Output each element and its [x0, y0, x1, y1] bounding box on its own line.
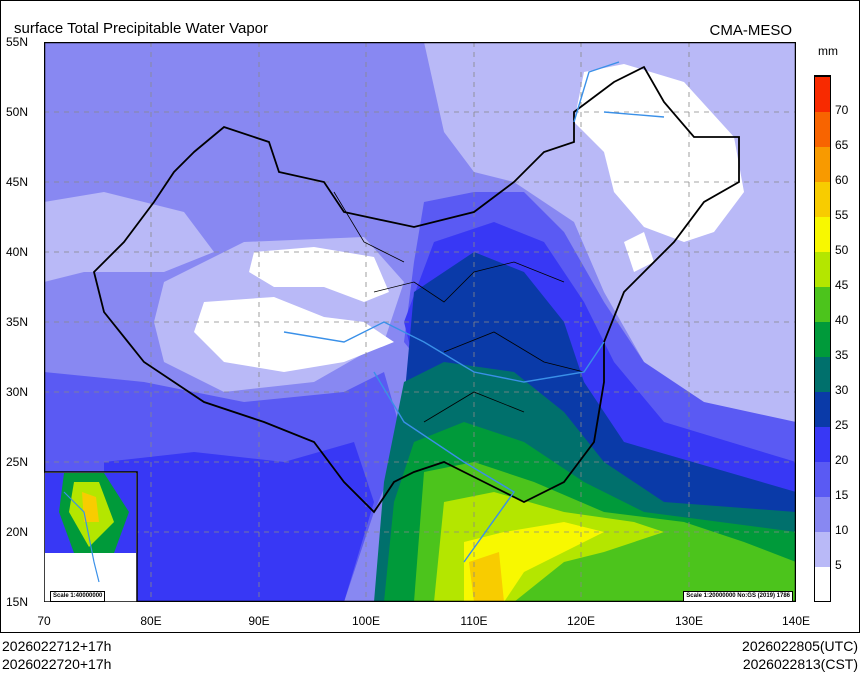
colorbar-label: 20	[835, 453, 849, 467]
lat-label: 25N	[6, 455, 29, 469]
colorbar-unit: mm	[818, 44, 838, 58]
map-plot: Scale 1:40000000 Scale 1:20000000 No:GS …	[43, 41, 797, 603]
lat-label: 20N	[6, 525, 29, 539]
lon-label: 80E	[140, 614, 162, 628]
lat-label: 15N	[6, 595, 29, 609]
grid-lines	[44, 42, 796, 602]
lon-label: 140E	[781, 614, 811, 628]
colorbar-segment	[815, 391, 830, 427]
colorbar-segment	[815, 566, 830, 601]
colorbar-segment	[815, 216, 830, 252]
colorbar-segment	[815, 531, 830, 567]
map-title: surface Total Precipitable Water Vapor	[14, 20, 269, 37]
lat-label: 55N	[6, 35, 29, 49]
lon-label: 70	[37, 614, 51, 628]
field-55-60	[469, 552, 504, 602]
inset-scale-label: Scale 1:40000000	[50, 591, 106, 602]
valid-time-utc: 2026022805(UTC)	[742, 638, 858, 654]
colorbar-label: 55	[835, 208, 849, 222]
colorbar-label: 15	[835, 488, 849, 502]
init-time-cst: 2026022720+17h	[2, 656, 112, 672]
lon-label: 110E	[460, 614, 488, 628]
lat-label: 30N	[6, 385, 29, 399]
colorbar-segment	[815, 111, 830, 147]
model-name: CMA-MESO	[709, 22, 793, 39]
field-lt5-qaidam	[249, 247, 389, 302]
colorbar-segment	[815, 286, 830, 322]
colorbar-segment	[815, 426, 830, 462]
colorbar-segment	[815, 76, 830, 112]
colorbar-label: 10	[835, 523, 849, 537]
colorbar-label: 70	[835, 103, 849, 117]
lat-label: 50N	[6, 105, 29, 119]
precipitable-water-map	[43, 41, 797, 603]
south-china-sea-inset	[43, 471, 138, 603]
init-time-utc: 2026022712+17h	[2, 638, 112, 654]
colorbar-label: 25	[835, 418, 849, 432]
colorbar-segment	[815, 321, 830, 357]
colorbar-label: 5	[835, 558, 842, 572]
plot-border	[43, 41, 797, 603]
lat-label: 45N	[6, 175, 29, 189]
colorbar-label: 30	[835, 383, 849, 397]
field-20-25-southwest	[104, 442, 374, 602]
colorbar-label: 45	[835, 278, 849, 292]
colorbar-segment	[815, 496, 830, 532]
rivers	[283, 61, 665, 563]
map-scale-label: Scale 1:20000000 No:GS (2019) 1786	[683, 591, 793, 602]
colorbar-label: 40	[835, 313, 849, 327]
colorbar-label: 50	[835, 243, 849, 257]
colorbar-label: 65	[835, 138, 849, 152]
colorbar-segment	[815, 251, 830, 287]
field-lt5-tibet	[194, 297, 394, 372]
colorbar-segment	[815, 356, 830, 392]
lat-label: 35N	[6, 315, 29, 329]
lon-label: 130E	[674, 614, 704, 628]
lon-label: 100E	[351, 614, 381, 628]
colorbar-label: 60	[835, 173, 849, 187]
province-borders	[333, 191, 585, 423]
field-lt5-liaodong	[624, 232, 654, 272]
colorbar-segment	[815, 181, 830, 217]
lon-label: 90E	[248, 614, 270, 628]
lon-label: 120E	[566, 614, 596, 628]
colorbar-segment	[815, 146, 830, 182]
china-border	[93, 65, 740, 514]
colorbar-segment	[815, 461, 830, 497]
lat-label: 40N	[6, 245, 29, 259]
valid-time-cst: 2026022813(CST)	[742, 656, 858, 672]
colorbar	[814, 75, 831, 602]
field-5-10-west	[44, 192, 214, 282]
field-lt5-northeast	[574, 64, 744, 242]
colorbar-label: 35	[835, 348, 849, 362]
